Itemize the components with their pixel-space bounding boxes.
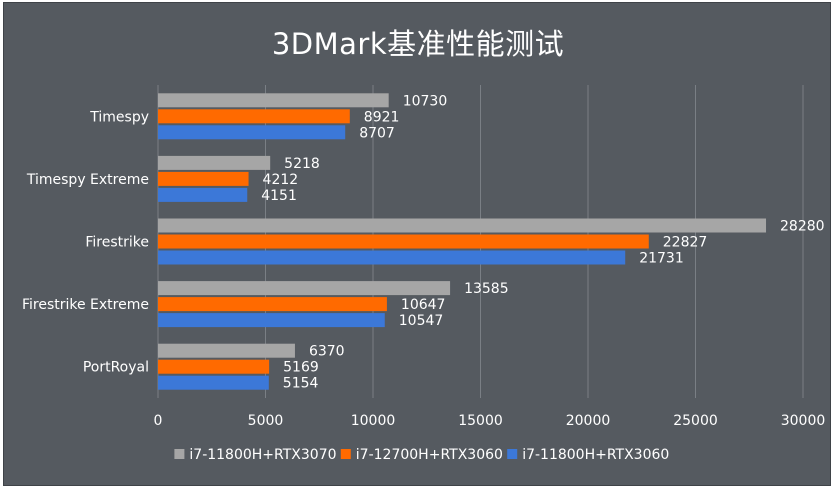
legend-label-2: i7-11800H+RTX3060 xyxy=(522,447,669,463)
data-label-s1-c3: 10647 xyxy=(401,297,446,313)
data-label-s0-c3: 13585 xyxy=(464,281,509,297)
data-label-s0-c4: 6370 xyxy=(309,344,345,360)
legend-swatch-0 xyxy=(174,449,185,459)
category-label-3: Firestrike Extreme xyxy=(22,297,149,313)
data-label-s0-c2: 28280 xyxy=(780,219,825,235)
bar-s1-c2 xyxy=(158,234,649,249)
data-label-s1-c0: 8921 xyxy=(364,109,400,125)
x-tick-label-0: 0 xyxy=(154,413,163,429)
data-label-s2-c2: 21731 xyxy=(639,251,684,267)
legend-label-1: i7-12700H+RTX3060 xyxy=(356,447,503,463)
category-label-4: PortRoyal xyxy=(83,360,149,376)
chart-frame: 3DMark基准性能测试 0 5000 10000 15000 20000 25000 30… xyxy=(3,2,831,486)
data-label-s1-c2: 22827 xyxy=(663,235,708,251)
data-label-s0-c1: 5218 xyxy=(284,156,320,172)
x-tick-label-25000: 25000 xyxy=(673,413,718,429)
legend-label-0: i7-11800H+RTX3070 xyxy=(189,447,336,463)
bar-s0-c1 xyxy=(158,155,271,170)
data-label-s2-c1: 4151 xyxy=(261,188,297,204)
chart-title: 3DMark基准性能测试 xyxy=(271,27,565,61)
data-label-s2-c4: 5154 xyxy=(283,376,319,392)
x-tick-label-20000: 20000 xyxy=(566,413,611,429)
bar-s2-c1 xyxy=(158,187,248,202)
legend-swatch-2 xyxy=(507,449,518,459)
data-label-s1-c4: 5169 xyxy=(283,360,319,376)
bar-s2-c3 xyxy=(158,313,385,328)
bar-s0-c4 xyxy=(158,343,295,358)
bar-s0-c2 xyxy=(158,218,767,233)
legend-swatch-1 xyxy=(340,449,351,459)
data-label-s2-c3: 10547 xyxy=(399,313,444,329)
category-label-1: Timespy Extreme xyxy=(26,172,149,188)
x-tick-label-10000: 10000 xyxy=(351,413,396,429)
bar-s2-c2 xyxy=(158,250,626,265)
bar-s0-c0 xyxy=(158,93,389,108)
x-tick-label-30000: 30000 xyxy=(781,413,826,429)
data-label-s2-c0: 8707 xyxy=(359,125,395,141)
x-tick-label-5000: 5000 xyxy=(248,413,284,429)
data-label-s1-c1: 4212 xyxy=(263,172,299,188)
bar-s1-c3 xyxy=(158,297,387,312)
bar-s0-c3 xyxy=(158,281,451,296)
bar-s1-c1 xyxy=(158,171,249,186)
bar-s2-c4 xyxy=(158,375,269,390)
category-label-2: Firestrike xyxy=(85,235,149,251)
bar-s1-c4 xyxy=(158,359,270,374)
x-tick-label-15000: 15000 xyxy=(458,413,503,429)
bar-s2-c0 xyxy=(158,125,346,140)
category-label-0: Timespy xyxy=(89,109,149,125)
data-label-s0-c0: 10730 xyxy=(403,93,448,109)
bar-s1-c0 xyxy=(158,109,350,124)
bar-chart: 0 5000 10000 15000 20000 25000 30000 Timespy 107… xyxy=(22,85,826,463)
